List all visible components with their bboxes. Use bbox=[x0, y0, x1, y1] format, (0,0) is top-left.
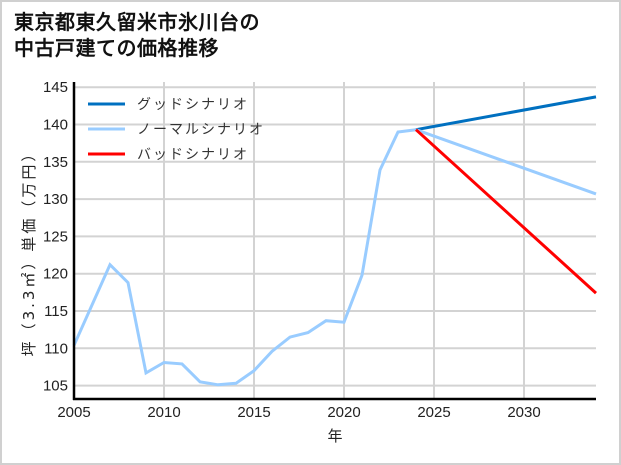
y-tick-label: 145 bbox=[43, 79, 68, 96]
y-tick-label: 115 bbox=[44, 303, 68, 320]
series-line bbox=[414, 128, 598, 295]
x-tick-label: 2025 bbox=[417, 404, 450, 421]
y-tick-label: 130 bbox=[43, 191, 68, 208]
y-axis-label: 坪（3.3㎡）単価（万円） bbox=[20, 144, 38, 357]
y-tick-label: 120 bbox=[43, 266, 68, 283]
y-tick-label: 125 bbox=[43, 228, 68, 245]
y-tick-label: 140 bbox=[43, 117, 68, 134]
x-tick-label: 2015 bbox=[237, 404, 270, 421]
x-tick-label: 2030 bbox=[507, 404, 540, 421]
y-tick-label: 110 bbox=[44, 340, 68, 357]
gridlines bbox=[74, 82, 596, 399]
y-tick-label: 135 bbox=[43, 154, 68, 171]
x-tick-label: 2010 bbox=[147, 404, 180, 421]
series-line bbox=[72, 128, 417, 387]
legend-label: グッドシナリオ bbox=[137, 97, 249, 113]
legend-label: ノーマルシナリオ bbox=[137, 122, 265, 138]
x-axis-label: 年 bbox=[327, 427, 342, 445]
chart-title: 東京都東久留米市氷川台の 中古戸建ての価格推移 bbox=[14, 9, 260, 61]
y-tick-label: 105 bbox=[43, 378, 68, 395]
legend-label: バッドシナリオ bbox=[137, 147, 249, 163]
x-tick-label: 2020 bbox=[327, 404, 360, 421]
x-axis-ticks: 2005 2010 2015 2020 2025 2030 bbox=[57, 404, 540, 421]
series-line bbox=[415, 95, 597, 132]
series-line bbox=[415, 128, 597, 196]
chart-title-line2: 中古戸建ての価格推移 bbox=[14, 36, 219, 60]
chart-title-line1: 東京都東久留米市氷川台の bbox=[14, 10, 260, 34]
series-lines bbox=[72, 95, 598, 387]
x-tick-label: 2005 bbox=[57, 404, 90, 421]
axes bbox=[72, 82, 596, 401]
y-axis-ticks: 105 110 115 120 125 130 135 140 145 bbox=[43, 79, 68, 394]
